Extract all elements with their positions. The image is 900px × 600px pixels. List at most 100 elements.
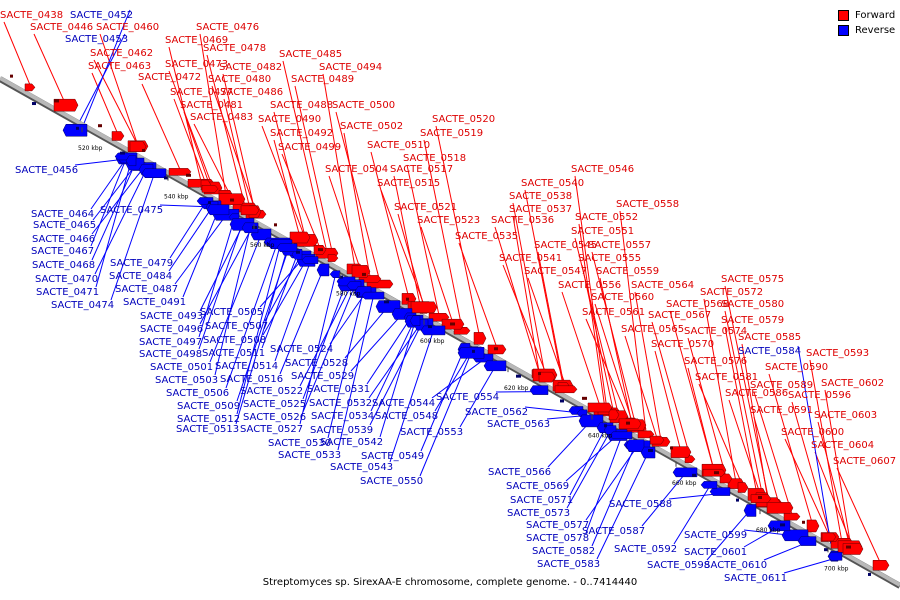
reverse-gene-label[interactable]: SACTE_0479 — [110, 258, 173, 269]
reverse-gene-label[interactable]: SACTE_0562 — [465, 407, 528, 418]
forward-gene-feature[interactable] — [538, 371, 556, 383]
reverse-gene-label[interactable]: SACTE_0588 — [609, 499, 672, 510]
reverse-gene-label[interactable]: SACTE_0465 — [33, 220, 96, 231]
reverse-gene-label[interactable]: SACTE_0493 — [140, 311, 203, 322]
forward-gene-label[interactable]: SACTE_0540 — [521, 178, 584, 189]
reverse-gene-feature[interactable] — [700, 481, 718, 489]
reverse-gene-label[interactable]: SACTE_0514 — [215, 361, 278, 372]
forward-gene-label[interactable]: SACTE_0538 — [509, 191, 572, 202]
forward-gene-feature[interactable] — [821, 532, 837, 542]
forward-gene-label[interactable]: SACTE_0535 — [455, 231, 518, 242]
forward-gene-label[interactable]: SACTE_0478 — [203, 43, 266, 54]
reverse-gene-label[interactable]: SACTE_0569 — [506, 481, 569, 492]
reverse-gene-feature[interactable] — [609, 431, 633, 440]
forward-gene-label[interactable]: SACTE_0596 — [788, 390, 851, 401]
reverse-gene-feature[interactable] — [316, 263, 330, 277]
reverse-gene-label[interactable]: SACTE_0529 — [291, 371, 354, 382]
forward-gene-label[interactable]: SACTE_0555 — [578, 253, 641, 264]
forward-gene-label[interactable]: SACTE_0523 — [417, 215, 480, 226]
reverse-gene-label[interactable]: SACTE_0466 — [32, 234, 95, 245]
reverse-gene-label[interactable]: SACTE_0571 — [510, 495, 573, 506]
reverse-gene-label[interactable]: SACTE_0527 — [240, 424, 303, 435]
forward-gene-feature[interactable] — [587, 402, 613, 413]
forward-gene-label[interactable]: SACTE_0490 — [258, 114, 321, 125]
reverse-gene-label[interactable]: SACTE_0548 — [375, 411, 438, 422]
forward-gene-label[interactable]: SACTE_0557 — [588, 240, 651, 251]
reverse-gene-label[interactable]: SACTE_0501 — [150, 362, 213, 373]
forward-gene-feature[interactable] — [201, 185, 219, 193]
forward-gene-feature[interactable] — [670, 446, 692, 458]
reverse-gene-feature[interactable] — [483, 360, 507, 372]
reverse-gene-label[interactable]: SACTE_0531 — [307, 384, 370, 395]
reverse-gene-label[interactable]: SACTE_0524 — [270, 344, 333, 355]
forward-gene-label[interactable]: SACTE_0485 — [279, 49, 342, 60]
forward-gene-label[interactable]: SACTE_0463 — [88, 61, 151, 72]
reverse-gene-label[interactable]: SACTE_0503 — [155, 375, 218, 386]
forward-gene-feature[interactable] — [289, 231, 311, 244]
forward-gene-label[interactable]: SACTE_0579 — [721, 315, 784, 326]
reverse-gene-feature[interactable] — [329, 270, 341, 278]
forward-gene-label[interactable]: SACTE_0481 — [180, 100, 243, 111]
reverse-gene-label[interactable]: SACTE_0511 — [202, 348, 265, 359]
reverse-gene-label[interactable]: SACTE_0508 — [203, 335, 266, 346]
forward-gene-label[interactable]: SACTE_0602 — [821, 378, 884, 389]
reverse-gene-label[interactable]: SACTE_0507 — [205, 321, 268, 332]
reverse-gene-label[interactable]: SACTE_0512 — [177, 414, 240, 425]
reverse-gene-label[interactable]: SACTE_0475 — [100, 205, 163, 216]
forward-gene-label[interactable]: SACTE_0564 — [631, 280, 694, 291]
forward-gene-label[interactable]: SACTE_0477 — [170, 87, 233, 98]
forward-gene-feature[interactable] — [111, 131, 125, 141]
forward-gene-label[interactable]: SACTE_0565 — [621, 324, 684, 335]
forward-gene-label[interactable]: SACTE_0574 — [684, 326, 747, 337]
forward-gene-label[interactable]: SACTE_0545 — [534, 240, 597, 251]
forward-gene-feature[interactable] — [872, 560, 890, 571]
forward-gene-label[interactable]: SACTE_0517 — [390, 164, 453, 175]
forward-gene-label[interactable]: SACTE_0462 — [90, 48, 153, 59]
forward-gene-label[interactable]: SACTE_0494 — [319, 62, 382, 73]
reverse-gene-label[interactable]: SACTE_0487 — [115, 284, 178, 295]
reverse-gene-feature[interactable] — [767, 520, 791, 532]
forward-gene-label[interactable]: SACTE_0476 — [196, 22, 259, 33]
forward-gene-label[interactable]: SACTE_0546 — [571, 164, 634, 175]
forward-gene-label[interactable]: SACTE_0576 — [684, 356, 747, 367]
reverse-gene-label[interactable]: SACTE_0505 — [200, 307, 263, 318]
forward-gene-label[interactable]: SACTE_0489 — [291, 74, 354, 85]
reverse-gene-label[interactable]: SACTE_0611 — [724, 573, 787, 584]
reverse-gene-label[interactable]: SACTE_0474 — [51, 300, 114, 311]
forward-gene-label[interactable]: SACTE_0460 — [96, 22, 159, 33]
reverse-gene-feature[interactable] — [361, 291, 385, 300]
forward-gene-label[interactable]: SACTE_0590 — [765, 362, 828, 373]
forward-gene-label[interactable]: SACTE_0536 — [491, 215, 554, 226]
forward-gene-label[interactable]: SACTE_0561 — [582, 307, 645, 318]
forward-gene-feature[interactable] — [410, 301, 438, 314]
reverse-gene-feature[interactable] — [709, 487, 731, 496]
forward-gene-label[interactable]: SACTE_0568 — [666, 299, 729, 310]
reverse-gene-label[interactable]: SACTE_0544 — [372, 398, 435, 409]
forward-gene-feature[interactable] — [240, 205, 260, 216]
reverse-gene-feature[interactable] — [62, 123, 88, 137]
forward-gene-label[interactable]: SACTE_0580 — [721, 299, 784, 310]
forward-gene-label[interactable]: SACTE_0520 — [432, 114, 495, 125]
reverse-gene-feature[interactable] — [457, 347, 485, 359]
reverse-gene-label[interactable]: SACTE_0533 — [278, 450, 341, 461]
reverse-gene-label[interactable]: SACTE_0528 — [285, 358, 348, 369]
reverse-gene-label[interactable]: SACTE_0456 — [15, 165, 78, 176]
forward-gene-label[interactable]: SACTE_0488 — [270, 100, 333, 111]
reverse-gene-feature[interactable] — [743, 504, 757, 517]
forward-gene-feature[interactable] — [351, 265, 371, 278]
reverse-gene-feature[interactable] — [640, 446, 656, 459]
reverse-gene-label[interactable]: SACTE_0496 — [140, 324, 203, 335]
reverse-gene-label[interactable]: SACTE_0491 — [123, 297, 186, 308]
forward-gene-feature[interactable] — [842, 543, 864, 555]
reverse-gene-label[interactable]: SACTE_0550 — [360, 476, 423, 487]
reverse-gene-label[interactable]: SACTE_0563 — [487, 419, 550, 430]
forward-gene-label[interactable]: SACTE_0586 — [725, 388, 788, 399]
forward-gene-label[interactable]: SACTE_0492 — [270, 128, 333, 139]
forward-gene-label[interactable]: SACTE_0567 — [648, 310, 711, 321]
reverse-gene-label[interactable]: SACTE_0549 — [361, 451, 424, 462]
reverse-gene-label[interactable]: SACTE_0583 — [537, 559, 600, 570]
reverse-gene-feature[interactable] — [141, 168, 167, 178]
forward-gene-feature[interactable] — [554, 385, 578, 394]
reverse-gene-label[interactable]: SACTE_0526 — [243, 412, 306, 423]
forward-gene-label[interactable]: SACTE_0556 — [558, 280, 621, 291]
